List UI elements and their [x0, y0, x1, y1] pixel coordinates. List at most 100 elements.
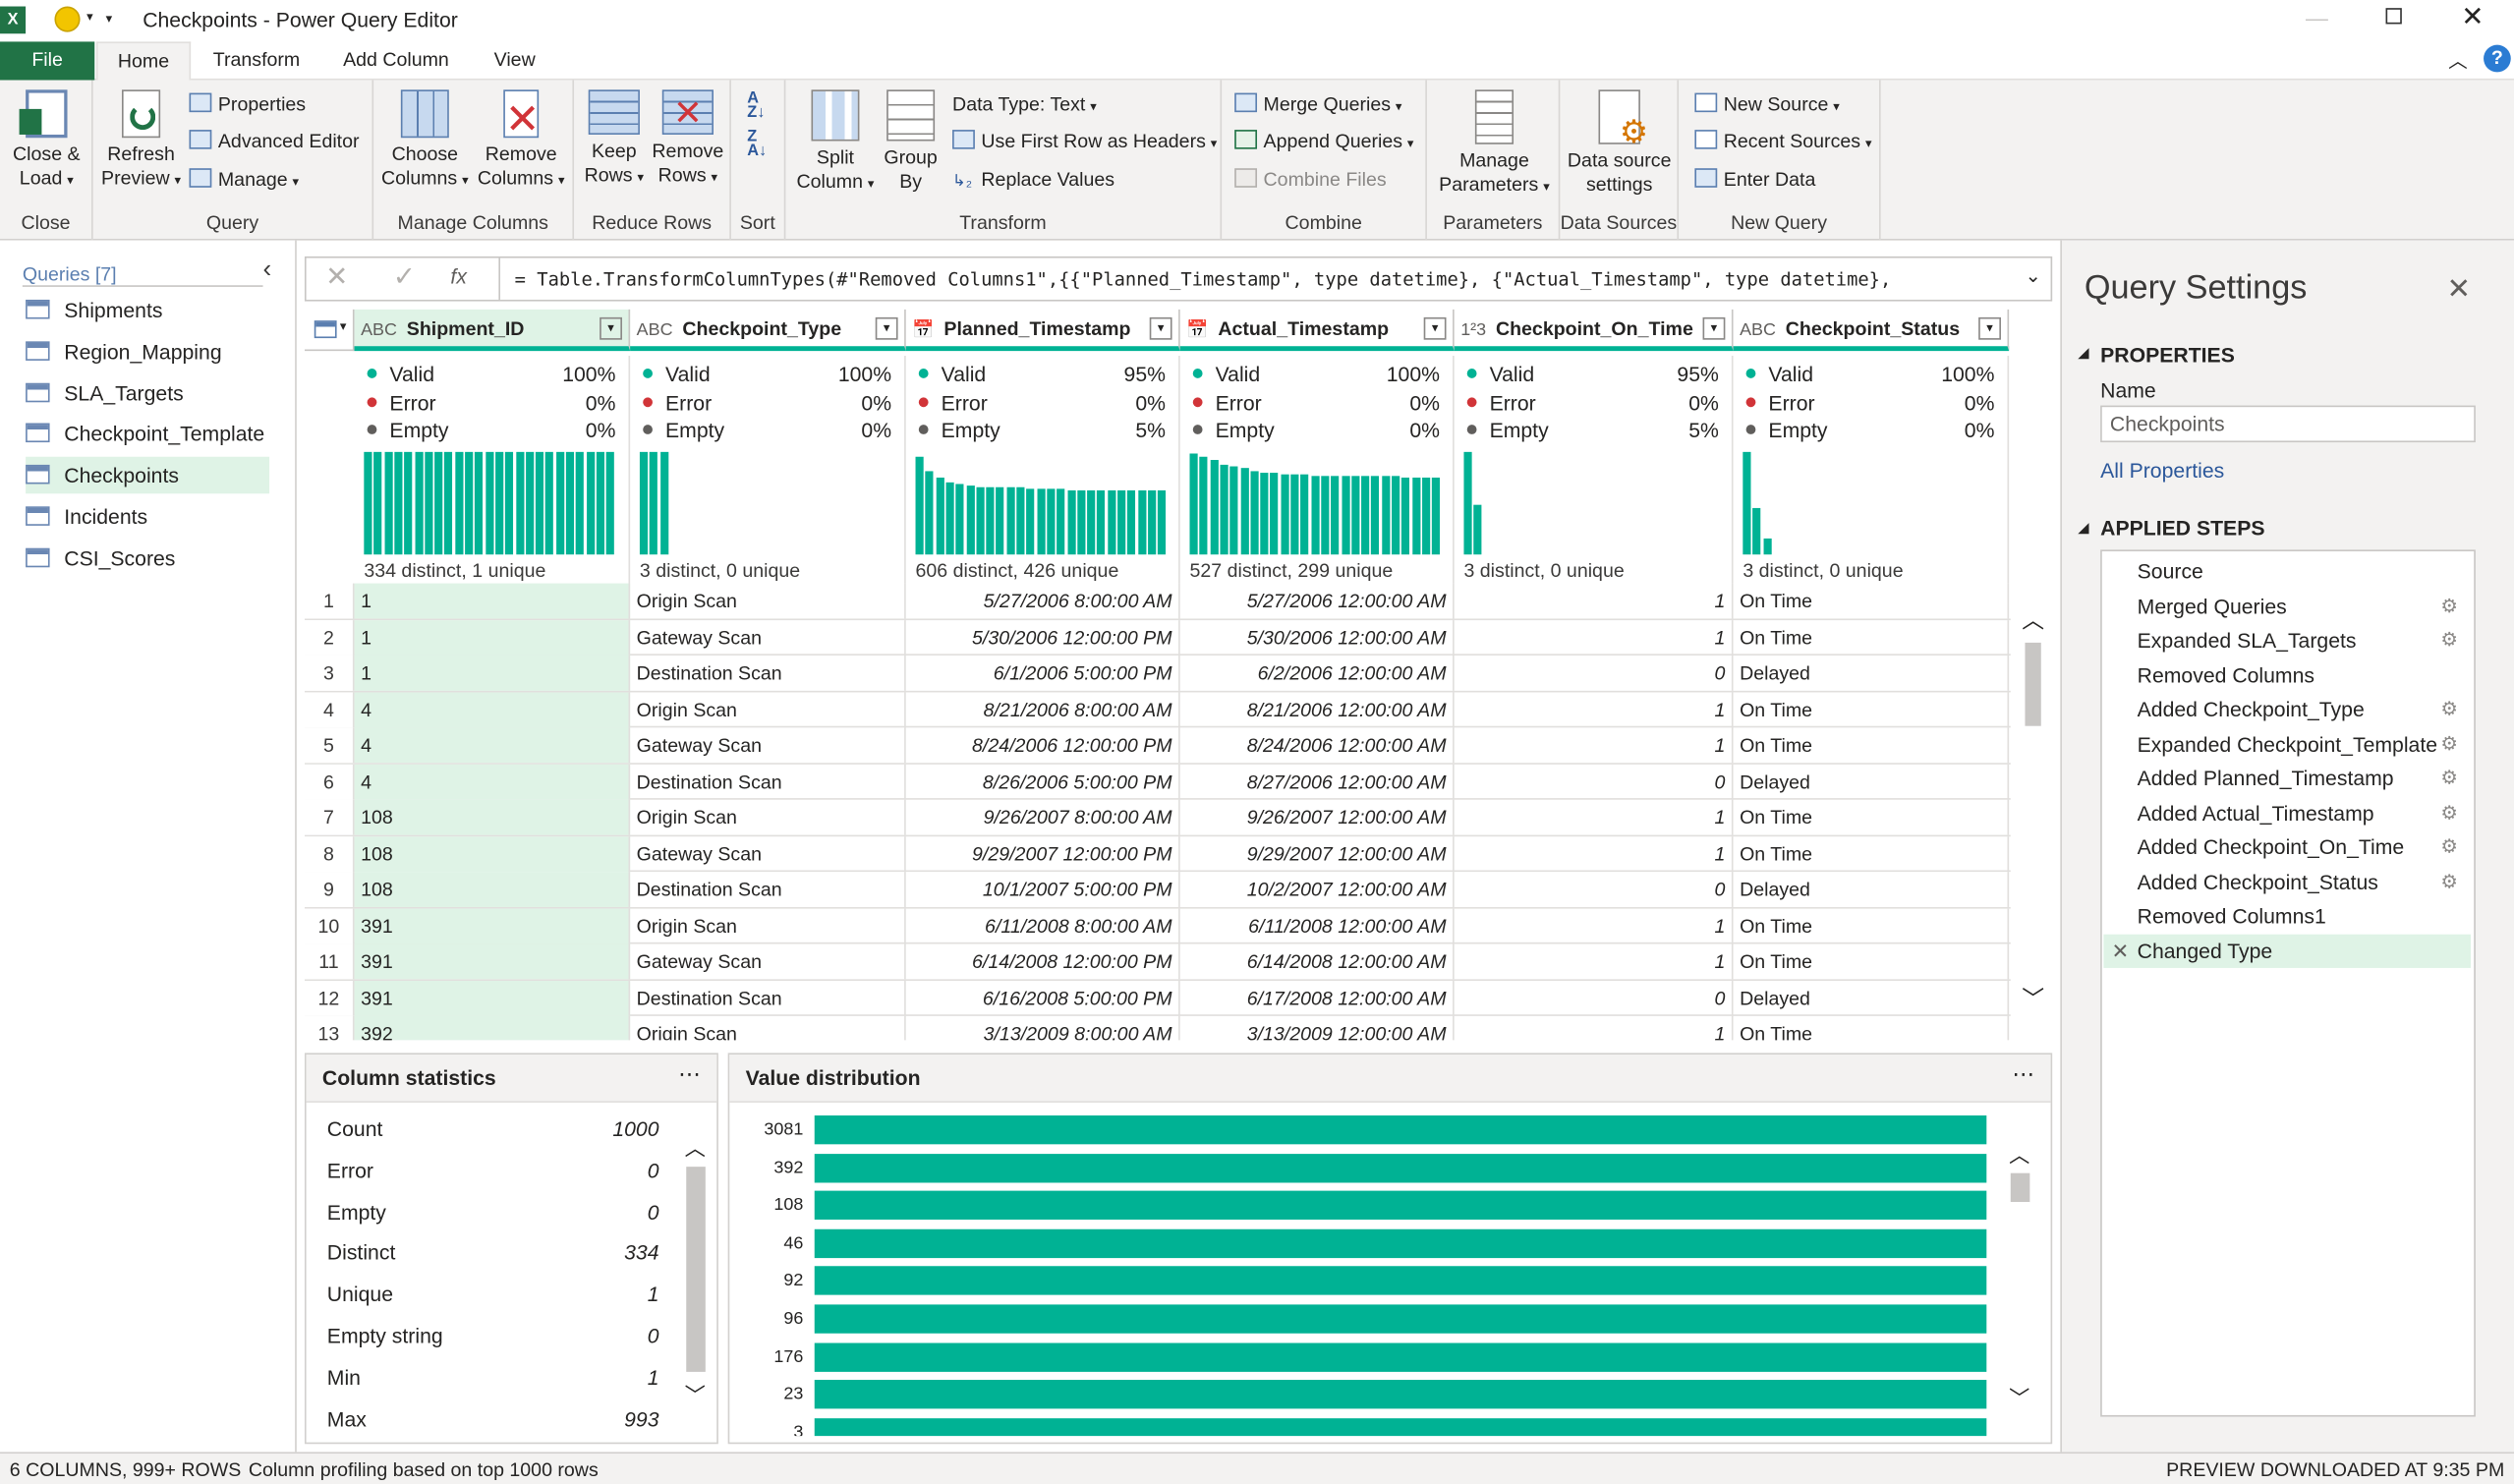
column-header-checkpoint-status[interactable]: ABC Checkpoint_Status ▾	[1733, 309, 2010, 352]
cell-checkpoint-on-time[interactable]: 0	[1455, 655, 1734, 691]
scroll-down-icon[interactable]: ﹀	[2022, 985, 2045, 1011]
cell-planned-timestamp[interactable]: 6/16/2008 5:00:00 PM	[906, 980, 1180, 1016]
value-bar[interactable]	[814, 1266, 1987, 1296]
column-statistics-more-icon[interactable]: ⋯	[678, 1060, 701, 1087]
cell-checkpoint-status[interactable]: On Time	[1734, 1015, 2010, 1041]
cell-shipment-id[interactable]: 108	[354, 799, 631, 835]
value-bar[interactable]	[814, 1190, 1987, 1221]
minimize-button[interactable]: —	[2305, 4, 2328, 30]
step-settings-gear-icon[interactable]: ⚙	[2440, 628, 2458, 652]
cell-checkpoint-on-time[interactable]: 1	[1455, 727, 1734, 764]
cell-checkpoint-type[interactable]: Origin Scan	[630, 1015, 906, 1041]
step-settings-gear-icon[interactable]: ⚙	[2440, 800, 2458, 824]
value-bar[interactable]	[814, 1304, 1987, 1334]
value-distribution-more-icon[interactable]: ⋯	[2012, 1060, 2035, 1087]
value-bar[interactable]	[814, 1114, 1987, 1145]
query-item-checkpoint-template[interactable]: Checkpoint_Template	[26, 416, 269, 453]
close-window-button[interactable]: ✕	[2461, 1, 2485, 32]
column-filter-icon[interactable]: ▾	[875, 316, 898, 340]
help-icon[interactable]: ?	[2484, 44, 2511, 73]
formula-text[interactable]: = Table.TransformColumnTypes(#"Removed C…	[514, 267, 1892, 291]
cell-actual-timestamp[interactable]: 8/27/2006 12:00:00 AM	[1180, 764, 1455, 799]
table-row[interactable]: 13 392 Origin Scan 3/13/2009 8:00:00 AM 3/13…	[304, 1015, 2011, 1041]
applied-step[interactable]: ✕ Changed Type	[2103, 933, 2471, 968]
column-header-checkpoint-type[interactable]: ABC Checkpoint_Type ▾	[630, 309, 906, 352]
column-header-actual-timestamp[interactable]: 📅 Actual_Timestamp ▾	[1179, 309, 1455, 352]
column-filter-icon[interactable]: ▾	[1423, 316, 1447, 340]
cell-planned-timestamp[interactable]: 8/26/2006 5:00:00 PM	[906, 764, 1180, 799]
split-column-button[interactable]: Split Column ▾	[792, 89, 879, 196]
first-row-headers-button[interactable]: Use First Row as Headers ▾	[952, 127, 1217, 159]
group-by-button[interactable]: Group By	[879, 89, 943, 194]
cell-actual-timestamp[interactable]: 8/24/2006 12:00:00 AM	[1180, 727, 1455, 764]
queries-header[interactable]: Queries [7]	[22, 262, 263, 287]
cell-shipment-id[interactable]: 392	[354, 1015, 631, 1041]
properties-button[interactable]: Properties	[189, 89, 306, 118]
cell-shipment-id[interactable]: 391	[354, 943, 631, 980]
merge-queries-button[interactable]: Merge Queries ▾	[1234, 89, 1401, 122]
cell-actual-timestamp[interactable]: 8/21/2006 12:00:00 AM	[1180, 691, 1455, 727]
column-filter-icon[interactable]: ▾	[1702, 316, 1726, 340]
cell-shipment-id[interactable]: 4	[354, 727, 631, 764]
cell-actual-timestamp[interactable]: 6/17/2008 12:00:00 AM	[1180, 980, 1455, 1016]
data-source-settings-button[interactable]: ⚙ Data source settings	[1564, 89, 1676, 197]
vdist-scroll-thumb[interactable]	[2010, 1172, 2030, 1203]
row-number[interactable]: 12	[304, 980, 355, 1016]
cell-checkpoint-type[interactable]: Origin Scan	[630, 907, 906, 943]
cell-checkpoint-status[interactable]: On Time	[1734, 835, 2010, 872]
table-row[interactable]: 6 4 Destination Scan 8/26/2006 5:00:00 PM 8/…	[304, 764, 2011, 800]
column-type-icon[interactable]: ABC	[636, 320, 673, 340]
row-number[interactable]: 8	[304, 835, 355, 872]
step-settings-gear-icon[interactable]: ⚙	[2440, 834, 2458, 858]
value-bar[interactable]	[814, 1417, 1987, 1437]
refresh-preview-button[interactable]: Refresh Preview ▾	[96, 89, 186, 192]
step-settings-gear-icon[interactable]: ⚙	[2440, 697, 2458, 720]
applied-step[interactable]: Added Checkpoint_On_Time ⚙	[2103, 830, 2471, 865]
cancel-formula-icon[interactable]: ✕	[325, 260, 349, 292]
cell-checkpoint-on-time[interactable]: 1	[1455, 799, 1734, 835]
table-row[interactable]: 5 4 Gateway Scan 8/24/2006 12:00:00 PM 8/24/…	[304, 727, 2011, 765]
cell-checkpoint-type[interactable]: Destination Scan	[630, 764, 906, 799]
cell-checkpoint-on-time[interactable]: 1	[1455, 691, 1734, 727]
applied-step[interactable]: Added Planned_Timestamp ⚙	[2103, 762, 2471, 796]
cell-checkpoint-on-time[interactable]: 1	[1455, 583, 1734, 619]
tab-transform[interactable]: Transform	[212, 47, 301, 71]
cell-checkpoint-type[interactable]: Gateway Scan	[630, 943, 906, 980]
cell-checkpoint-status[interactable]: Delayed	[1734, 980, 2010, 1016]
cell-planned-timestamp[interactable]: 5/27/2006 8:00:00 AM	[906, 583, 1180, 619]
tab-view[interactable]: View	[493, 47, 536, 71]
query-item-csi-scores[interactable]: CSI_Scores	[26, 540, 269, 577]
cell-planned-timestamp[interactable]: 6/14/2008 12:00:00 PM	[906, 943, 1180, 980]
status-profiling[interactable]: Column profiling based on top 1000 rows	[248, 1457, 599, 1481]
table-row[interactable]: 1 1 Origin Scan 5/27/2006 8:00:00 AM 5/27/20…	[304, 583, 2011, 620]
sort-descending-icon[interactable]: Z A↓	[747, 128, 768, 161]
applied-step[interactable]: Added Actual_Timestamp ⚙	[2103, 796, 2471, 830]
row-number[interactable]: 10	[304, 907, 355, 943]
enter-data-button[interactable]: Enter Data	[1694, 165, 1815, 194]
cell-shipment-id[interactable]: 108	[354, 835, 631, 872]
cell-checkpoint-type[interactable]: Destination Scan	[630, 980, 906, 1016]
query-item-incidents[interactable]: Incidents	[26, 498, 269, 536]
properties-collapse-icon[interactable]: ◢	[2078, 344, 2089, 361]
cell-actual-timestamp[interactable]: 6/14/2008 12:00:00 AM	[1180, 943, 1455, 980]
column-filter-icon[interactable]: ▾	[600, 316, 622, 340]
cell-planned-timestamp[interactable]: 9/26/2007 8:00:00 AM	[906, 799, 1180, 835]
value-bar[interactable]	[814, 1153, 1987, 1182]
insert-function-icon[interactable]: fx	[450, 264, 467, 289]
advanced-editor-button[interactable]: Advanced Editor	[189, 127, 360, 155]
step-settings-gear-icon[interactable]: ⚙	[2440, 594, 2458, 617]
column-type-icon[interactable]: ABC	[361, 320, 397, 340]
step-settings-gear-icon[interactable]: ⚙	[2440, 766, 2458, 789]
row-number[interactable]: 9	[304, 872, 355, 907]
column-type-icon[interactable]: 📅	[912, 320, 935, 340]
cell-actual-timestamp[interactable]: 10/2/2007 12:00:00 AM	[1180, 872, 1455, 907]
close-load-button[interactable]: Close & Load ▾	[7, 89, 87, 192]
smiley-feedback-icon[interactable]	[54, 6, 81, 32]
cell-checkpoint-on-time[interactable]: 1	[1455, 943, 1734, 980]
row-number[interactable]: 3	[304, 655, 355, 691]
cell-checkpoint-type[interactable]: Gateway Scan	[630, 619, 906, 656]
column-type-icon[interactable]: ABC	[1740, 320, 1776, 340]
cell-checkpoint-on-time[interactable]: 1	[1455, 619, 1734, 656]
row-number[interactable]: 4	[304, 691, 355, 727]
cell-planned-timestamp[interactable]: 8/24/2006 12:00:00 PM	[906, 727, 1180, 764]
